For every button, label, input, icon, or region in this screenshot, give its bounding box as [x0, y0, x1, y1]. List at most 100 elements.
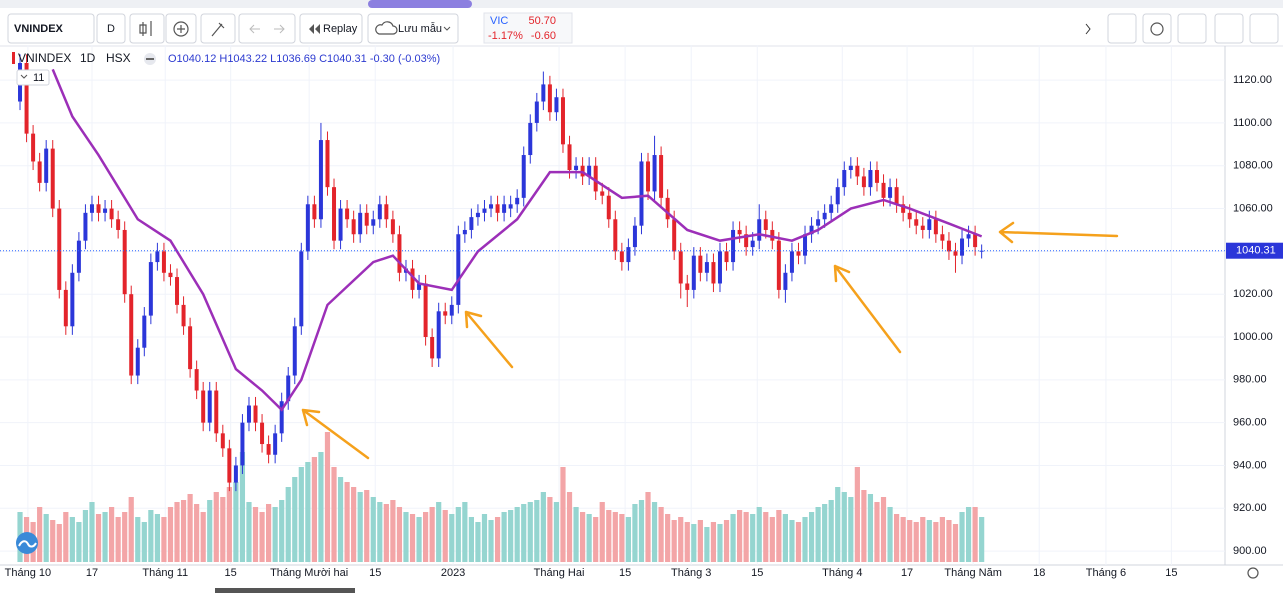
volume-bar	[920, 517, 926, 562]
candle-body	[233, 465, 238, 483]
volume-bar	[710, 522, 717, 562]
quote-box[interactable]	[483, 12, 573, 44]
x-tick-label: Tháng Năm	[944, 567, 1001, 579]
replay-icon	[309, 24, 320, 34]
candle-body	[953, 251, 958, 256]
candle-body	[135, 347, 140, 376]
candle-body	[554, 97, 559, 113]
candle-body	[613, 219, 618, 252]
last-price-box	[1226, 242, 1283, 259]
fullscreen-button[interactable]	[1177, 13, 1207, 44]
volume-bar	[952, 524, 959, 562]
volume-bar	[115, 517, 121, 562]
more-button[interactable]	[1249, 13, 1279, 44]
candle-body	[809, 225, 814, 235]
arrow	[464, 310, 514, 369]
candle-body	[842, 170, 847, 188]
settings-button[interactable]	[1142, 13, 1172, 44]
candle-body	[76, 240, 81, 273]
volume-bar	[671, 520, 677, 562]
undo-icon	[249, 24, 285, 34]
volume-bar	[122, 512, 128, 562]
chart-type-button[interactable]	[129, 13, 165, 44]
candle-body	[266, 444, 271, 455]
replay-button[interactable]	[299, 13, 363, 44]
volume-bar	[730, 514, 736, 562]
save-button[interactable]	[367, 13, 459, 44]
candle-body	[443, 311, 448, 316]
volume-bar	[861, 490, 867, 562]
volume-bar	[95, 514, 102, 562]
candle-body	[855, 165, 860, 177]
volume-bar	[894, 514, 900, 562]
volume-bar	[50, 520, 56, 562]
volume-bar	[436, 502, 442, 562]
candle-body	[423, 283, 428, 338]
candle-body	[940, 234, 945, 241]
candle-body	[829, 204, 834, 213]
symbol-box[interactable]	[7, 13, 95, 44]
nav-active-tab[interactable]	[368, 0, 472, 8]
volume-bar	[390, 500, 396, 562]
candle-body	[639, 161, 644, 226]
legend-symbol: VNINDEX	[18, 51, 71, 65]
volume-bar	[514, 507, 520, 562]
dropdown-icon	[443, 26, 451, 31]
volume-bar	[141, 522, 147, 562]
candle-body	[691, 255, 696, 290]
x-tick-label: Tháng 3	[671, 567, 711, 579]
volume-bar	[259, 512, 265, 562]
candle-body	[626, 247, 631, 263]
snapshot-button[interactable]	[1214, 13, 1244, 44]
volume-bar	[416, 517, 422, 562]
plus-icon	[173, 21, 189, 37]
legend-toggle-icon	[146, 58, 154, 60]
layout-button[interactable]	[1107, 13, 1137, 44]
volume-bar	[939, 517, 945, 562]
candle-body	[632, 225, 637, 248]
expand-icon[interactable]	[1085, 23, 1091, 35]
candle-body	[116, 219, 121, 230]
candle-body	[345, 208, 350, 220]
volume-bar	[743, 512, 749, 562]
candle-body	[410, 268, 415, 290]
candle-body	[619, 251, 624, 263]
last-price-label: 1040.31	[1236, 245, 1276, 257]
x-tick-label: 2023	[441, 567, 465, 579]
candle-body	[888, 187, 893, 198]
volume-bar	[194, 504, 200, 562]
indicator-count-box[interactable]	[16, 69, 50, 86]
candle-body	[724, 251, 729, 263]
candle-body	[508, 204, 513, 209]
symbol: VNINDEX	[14, 23, 64, 35]
volume-bar	[704, 527, 710, 562]
candle-body	[63, 289, 68, 327]
undo-redo[interactable]	[238, 13, 296, 44]
volume-bar	[632, 504, 638, 562]
volume-bar	[723, 520, 730, 562]
volume-bar	[946, 520, 952, 562]
volume-bar	[292, 477, 298, 562]
volume-bar	[462, 502, 468, 562]
volume-bar	[305, 462, 311, 562]
candle-body	[24, 62, 29, 134]
volume-bar	[494, 517, 501, 562]
candle-body	[299, 251, 304, 327]
candle-body	[966, 234, 971, 239]
volume-bar	[959, 512, 965, 562]
time-settings-icon[interactable]	[1247, 567, 1259, 579]
nav-strip	[0, 0, 1283, 8]
x-tick-label: 18	[1033, 567, 1045, 579]
x-tick-label: 15	[619, 567, 631, 579]
volume-bar	[383, 504, 389, 562]
candle-body	[835, 187, 840, 205]
candle-body	[201, 390, 206, 423]
interval-box[interactable]	[96, 13, 126, 44]
y-tick-label: 900.00	[1233, 545, 1267, 557]
candle-body	[325, 140, 330, 188]
volume-bar	[540, 492, 546, 562]
candle-body	[960, 238, 965, 256]
volume-bar	[501, 512, 507, 562]
volume-bar	[841, 492, 847, 562]
